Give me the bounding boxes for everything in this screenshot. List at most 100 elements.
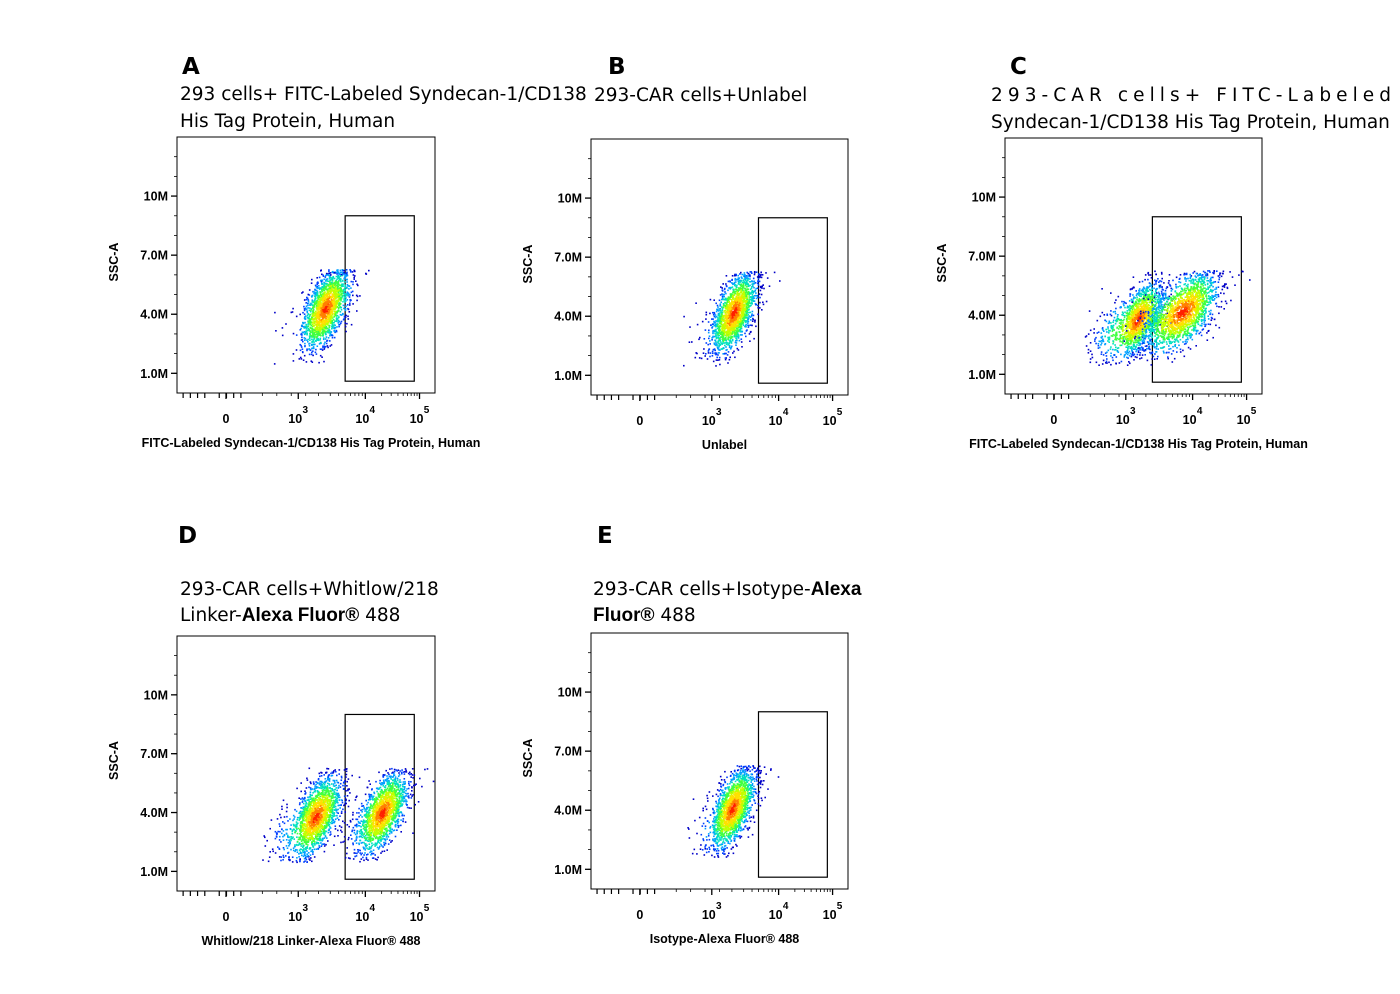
event-dot (352, 294, 354, 297)
event-dot (1133, 328, 1135, 331)
event-dot (733, 281, 736, 284)
event-dot (1139, 316, 1141, 318)
event-dot (356, 283, 358, 286)
event-dot (723, 329, 725, 331)
event-dot (318, 288, 321, 291)
event-dot (365, 273, 368, 275)
event-dot (313, 301, 316, 304)
event-dot (734, 311, 737, 314)
event-dot (338, 298, 340, 301)
event-dot (724, 339, 727, 341)
event-dot (336, 281, 339, 283)
event-dot (324, 338, 327, 340)
event-dot (1128, 300, 1131, 302)
event-dot (740, 297, 743, 299)
event-dot (1138, 288, 1141, 290)
event-dot (316, 339, 319, 341)
event-dot (314, 310, 317, 313)
event-dot (298, 358, 301, 360)
event-dot (309, 320, 312, 322)
event-dot (344, 309, 347, 312)
event-dot (1128, 316, 1131, 318)
event-dot (724, 344, 726, 347)
event-dot (1143, 294, 1146, 297)
event-dot (737, 325, 739, 327)
event-dot (324, 282, 326, 285)
event-dot (314, 291, 316, 294)
event-dot (741, 313, 743, 315)
event-dot (1141, 354, 1144, 356)
event-dot (322, 303, 325, 305)
event-dot (309, 330, 312, 333)
event-dot (715, 332, 718, 334)
event-dot (337, 291, 340, 294)
event-dot (329, 281, 331, 283)
event-dot (327, 288, 330, 290)
event-dot (729, 288, 732, 290)
event-dot (740, 283, 742, 286)
event-dot (334, 282, 337, 284)
population-dots (273, 269, 370, 365)
event-dot (329, 312, 332, 315)
event-dot (301, 351, 304, 353)
event-dot (741, 321, 744, 323)
event-dot (731, 315, 734, 318)
event-dot (731, 317, 734, 319)
event-dot (306, 349, 308, 352)
event-dot (1133, 304, 1136, 306)
event-dot (741, 288, 744, 290)
event-dot (330, 318, 332, 320)
event-dot (321, 331, 324, 334)
event-dot (747, 279, 749, 282)
event-dot (737, 274, 739, 277)
event-dot (716, 320, 719, 323)
event-dot (346, 271, 348, 274)
event-dot (748, 333, 751, 335)
event-dot (727, 342, 729, 344)
event-dot (1160, 271, 1163, 274)
event-dot (1094, 338, 1096, 340)
event-dot (341, 285, 343, 288)
event-dot (331, 304, 333, 307)
event-dot (335, 304, 337, 306)
event-dot (728, 309, 730, 311)
event-dot (1156, 288, 1158, 290)
event-dot (314, 295, 316, 297)
event-dot (1102, 329, 1104, 331)
event-dot (302, 326, 305, 328)
event-dot (1129, 352, 1132, 355)
event-dot (343, 278, 346, 280)
event-dot (310, 335, 313, 338)
event-dot (1134, 297, 1136, 299)
event-dot (715, 330, 717, 332)
event-dot (339, 295, 341, 297)
event-dot (339, 278, 341, 280)
event-dot (335, 292, 337, 295)
event-dot (730, 342, 733, 344)
event-dot (719, 344, 722, 346)
event-dot (743, 317, 746, 319)
event-dot (725, 333, 728, 336)
event-dot (727, 307, 730, 310)
event-dot (721, 333, 724, 336)
event-dot (1104, 319, 1106, 322)
event-dot (1125, 328, 1127, 330)
event-dot (1113, 316, 1116, 319)
event-dot (721, 343, 724, 345)
event-dot (756, 276, 759, 278)
event-dot (1106, 358, 1108, 360)
event-dot (741, 297, 744, 300)
event-dot (1139, 305, 1142, 307)
event-dot (738, 312, 741, 315)
event-dot (338, 325, 340, 328)
event-dot (1154, 292, 1156, 295)
event-dot (721, 347, 724, 350)
event-dot (307, 302, 310, 304)
event-dot (747, 326, 750, 328)
x-tick-exponent: 3 (1130, 406, 1136, 417)
event-dot (324, 331, 326, 333)
event-dot (721, 319, 723, 321)
event-dot (731, 339, 734, 342)
event-dot (1129, 288, 1132, 290)
